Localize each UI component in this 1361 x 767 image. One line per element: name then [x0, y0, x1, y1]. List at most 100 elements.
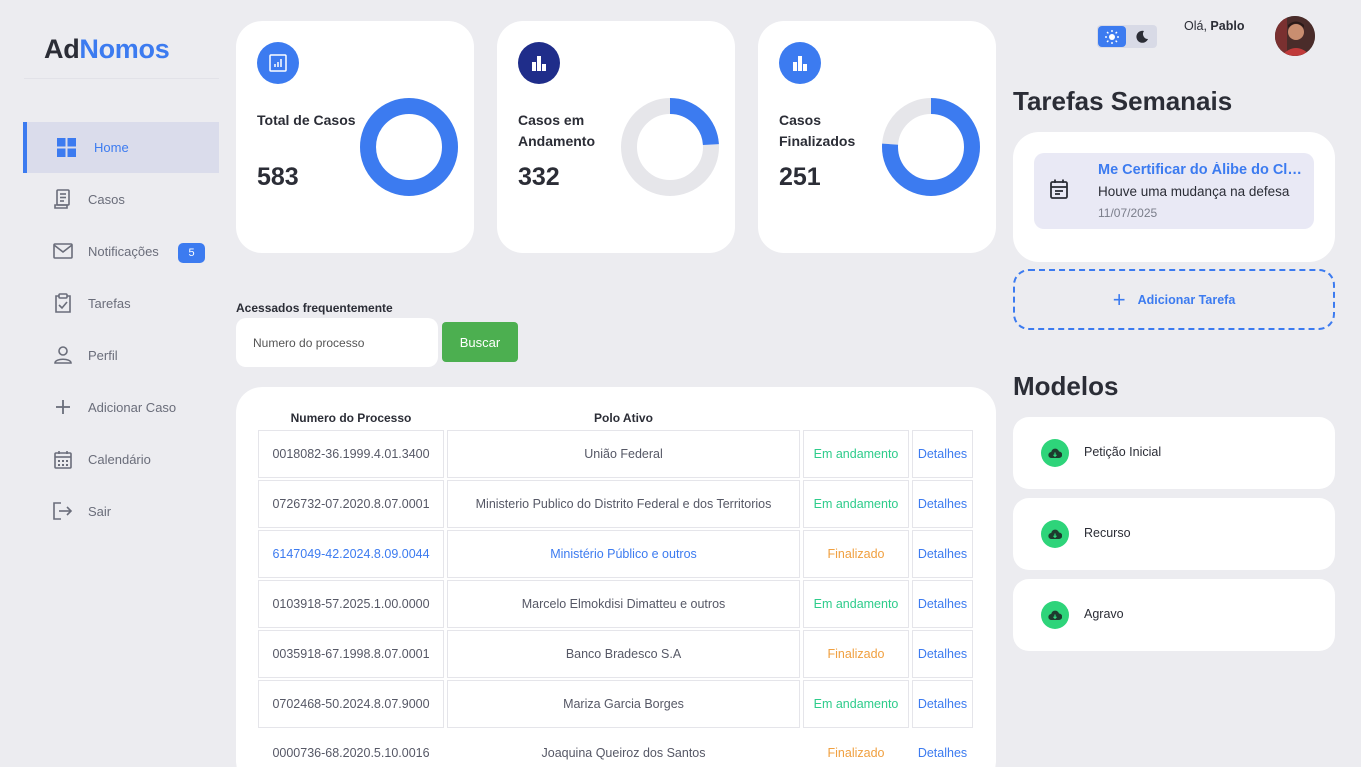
- polo-cell: Banco Bradesco S.A: [447, 630, 800, 678]
- models-title: Modelos: [1013, 371, 1119, 401]
- frequently-accessed-label: Acessados frequentemente: [236, 301, 393, 315]
- table-row: 0000736-68.2020.5.10.0016 Joaquina Queir…: [258, 729, 974, 767]
- details-link[interactable]: Detalhes: [912, 580, 973, 628]
- sidebar-item-casos[interactable]: Casos: [23, 173, 219, 225]
- details-link[interactable]: Detalhes: [912, 680, 973, 728]
- table-row: 0103918-57.2025.1.00.0000 Marcelo Elmokd…: [258, 580, 974, 628]
- table-header-polo: Polo Ativo: [594, 411, 653, 425]
- donut-arc: [621, 98, 719, 196]
- sidebar-item-notificacoes[interactable]: Notificações 5: [23, 225, 219, 277]
- donut-arc: [360, 98, 458, 196]
- polo-cell: Joaquina Queiroz dos Santos: [541, 746, 706, 760]
- donut-chart: [360, 98, 458, 196]
- status-cell: Em andamento: [803, 580, 909, 628]
- logo-part-2: Nomos: [79, 34, 170, 64]
- table-row[interactable]: 6147049-42.2024.8.09.0044 Ministério Púb…: [258, 530, 974, 578]
- polo-cell: Ministerio Publico do Distrito Federal e…: [447, 480, 800, 528]
- calendar-event-icon: [1049, 178, 1069, 205]
- plus-icon: [53, 397, 73, 417]
- bar-chart-icon: [779, 42, 821, 84]
- model-label: Petição Inicial: [1084, 445, 1162, 459]
- stat-value: 583: [257, 163, 299, 191]
- processo-cell: 0103918-57.2025.1.00.0000: [258, 580, 444, 628]
- stat-label: Casos em Andamento: [518, 112, 595, 149]
- add-task-button[interactable]: + Adicionar Tarefa: [1013, 269, 1335, 330]
- model-label: Agravo: [1084, 607, 1124, 621]
- chart-icon: [257, 42, 299, 84]
- processo-cell[interactable]: 6147049-42.2024.8.09.0044: [258, 530, 444, 578]
- sidebar-item-tarefas[interactable]: Tarefas: [23, 277, 219, 329]
- logo-divider: [24, 78, 219, 79]
- details-link[interactable]: Detalhes: [917, 746, 968, 760]
- sidebar-item-label: Perfil: [88, 347, 118, 363]
- moon-icon[interactable]: [1128, 26, 1156, 47]
- tasks-title: Tarefas Semanais: [1013, 86, 1233, 116]
- status-cell: Finalizado: [803, 530, 909, 578]
- status-cell: Em andamento: [803, 680, 909, 728]
- task-description: Houve uma mudança na defesa: [1098, 184, 1290, 199]
- sidebar-item-home[interactable]: Home: [23, 122, 219, 173]
- sidebar-item-perfil[interactable]: Perfil: [23, 329, 219, 381]
- notification-badge: 5: [178, 243, 205, 263]
- calendar-icon: [53, 449, 73, 469]
- polo-cell: Marcelo Elmokdisi Dimatteu e outros: [447, 580, 800, 628]
- sidebar-item-adicionar-caso[interactable]: Adicionar Caso: [23, 381, 219, 433]
- theme-toggle[interactable]: [1097, 25, 1157, 48]
- details-link[interactable]: Detalhes: [912, 430, 973, 478]
- logout-icon: [53, 501, 73, 521]
- processo-cell: 0035918-67.1998.8.07.0001: [258, 630, 444, 678]
- stat-label: Total de Casos: [257, 112, 356, 128]
- donut-chart: [621, 98, 719, 196]
- polo-cell[interactable]: Ministério Público e outros: [447, 530, 800, 578]
- processo-cell: 0018082-36.1999.4.01.3400: [258, 430, 444, 478]
- cloud-download-icon: [1041, 601, 1069, 629]
- details-link[interactable]: Detalhes: [912, 530, 973, 578]
- avatar[interactable]: [1275, 16, 1315, 56]
- processo-cell: 0000736-68.2020.5.10.0016: [272, 746, 430, 760]
- user-name: Pablo: [1210, 19, 1245, 33]
- user-greeting: Olá, Pablo: [1184, 19, 1244, 33]
- bar-chart-icon: [518, 42, 560, 84]
- process-search-input[interactable]: [236, 318, 438, 367]
- sidebar-item-label: Tarefas: [88, 295, 131, 311]
- sidebar-nav: Home Casos Notificações 5 Tarefas Perfil…: [23, 122, 219, 537]
- processo-cell: 0726732-07.2020.8.07.0001: [258, 480, 444, 528]
- stat-card-total: Total de Casos 583: [236, 21, 474, 253]
- stat-value: 332: [518, 163, 560, 191]
- model-item[interactable]: Recurso: [1013, 498, 1335, 570]
- greeting-text: Olá,: [1184, 19, 1207, 33]
- plus-icon: +: [1112, 286, 1126, 312]
- sidebar-item-label: Sair: [88, 503, 112, 519]
- tasks-card: Me Certificar do Álibe do Cliente Houve …: [1013, 132, 1335, 262]
- cloud-download-icon: [1041, 439, 1069, 467]
- model-item[interactable]: Agravo: [1013, 579, 1335, 651]
- polo-cell: União Federal: [447, 430, 800, 478]
- grid-icon: [56, 138, 76, 158]
- model-label: Recurso: [1084, 526, 1131, 540]
- status-cell: Em andamento: [803, 480, 909, 528]
- sidebar-item-sair[interactable]: Sair: [23, 485, 219, 537]
- details-link[interactable]: Detalhes: [912, 480, 973, 528]
- stat-label: Casos Finalizados: [779, 112, 856, 149]
- stat-card-andamento: Casos em Andamento 332: [497, 21, 735, 253]
- details-link[interactable]: Detalhes: [912, 630, 973, 678]
- sun-icon[interactable]: [1098, 26, 1126, 47]
- table-row: 0726732-07.2020.8.07.0001 Ministerio Pub…: [258, 480, 974, 528]
- processo-cell: 0702468-50.2024.8.07.9000: [258, 680, 444, 728]
- sidebar-item-label: Notificações: [88, 243, 159, 259]
- app-logo: AdNomos: [44, 34, 170, 65]
- sidebar-item-label: Casos: [88, 191, 125, 207]
- donut-chart: [882, 98, 980, 196]
- table-row: 0035918-67.1998.8.07.0001 Banco Bradesco…: [258, 630, 974, 678]
- task-item[interactable]: Me Certificar do Álibe do Cliente Houve …: [1034, 153, 1314, 229]
- sidebar-item-calendario[interactable]: Calendário: [23, 433, 219, 485]
- status-cell: Em andamento: [803, 430, 909, 478]
- model-item[interactable]: Petição Inicial: [1013, 417, 1335, 489]
- document-icon: [53, 189, 73, 209]
- search-button[interactable]: Buscar: [442, 322, 518, 362]
- task-title: Me Certificar do Álibe do Cliente: [1098, 162, 1303, 178]
- table-row: 0702468-50.2024.8.07.9000 Mariza Garcia …: [258, 680, 974, 728]
- donut-arc: [882, 98, 980, 196]
- user-icon: [53, 345, 73, 365]
- sidebar-item-label: Adicionar Caso: [88, 399, 177, 415]
